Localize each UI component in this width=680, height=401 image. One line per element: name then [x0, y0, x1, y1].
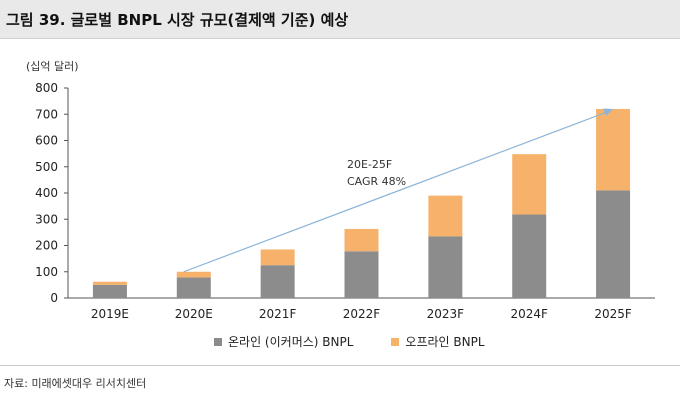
bar-offline [261, 249, 295, 265]
cagr-annotation: 20E-25F CAGR 48% [347, 156, 406, 190]
y-tick-label: 400 [35, 186, 58, 200]
bar-offline [93, 282, 127, 285]
bar-online [512, 215, 546, 298]
y-tick-label: 200 [35, 239, 58, 253]
x-tick-label: 2022F [343, 307, 381, 321]
legend-item-offline: 오프라인 BNPL [391, 333, 484, 350]
bar-online [93, 285, 127, 298]
x-tick-label: 2023F [427, 307, 465, 321]
bar-offline [512, 154, 546, 214]
y-tick-label: 0 [50, 291, 58, 305]
x-tick-label: 2025F [594, 307, 632, 321]
y-tick-label: 800 [35, 81, 58, 95]
bar-online [428, 236, 462, 298]
bar-online [261, 265, 295, 298]
source-divider [0, 365, 680, 366]
bar-online [596, 190, 630, 298]
y-tick-label: 300 [35, 212, 58, 226]
source-note: 자료: 미래에셋대우 리서치센터 [4, 375, 146, 391]
legend-label-online: 온라인 (이커머스) BNPL [228, 333, 353, 350]
y-tick-label: 700 [35, 107, 58, 121]
x-tick-label: 2021F [259, 307, 297, 321]
bar-offline [177, 272, 211, 278]
bar-online [177, 278, 211, 298]
x-tick-label: 2019E [91, 307, 129, 321]
bar-offline [345, 229, 379, 251]
legend-swatch-offline [391, 338, 399, 346]
y-tick-label: 100 [35, 265, 58, 279]
legend-label-offline: 오프라인 BNPL [405, 333, 484, 350]
bar-offline [428, 196, 462, 237]
x-tick-label: 2024F [510, 307, 548, 321]
cagr-value-label: CAGR 48% [347, 173, 406, 190]
y-tick-label: 500 [35, 160, 58, 174]
bar-offline [596, 109, 630, 190]
legend-swatch-online [214, 338, 222, 346]
x-tick-label: 2020E [175, 307, 213, 321]
legend-item-online: 온라인 (이커머스) BNPL [214, 333, 353, 350]
y-tick-label: 600 [35, 134, 58, 148]
bar-online [345, 251, 379, 298]
cagr-period-label: 20E-25F [347, 156, 406, 173]
legend: 온라인 (이커머스) BNPL 오프라인 BNPL [214, 333, 485, 350]
